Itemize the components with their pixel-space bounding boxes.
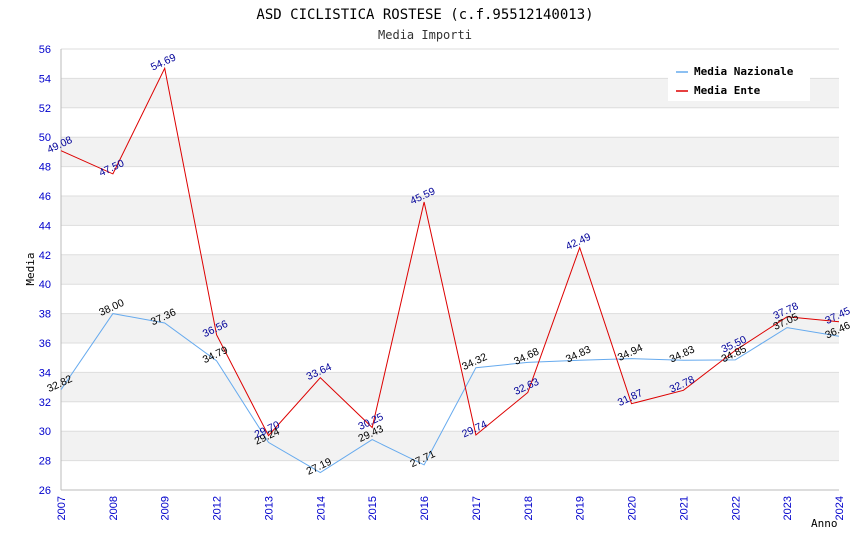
- y-tick-label: 32: [39, 397, 51, 409]
- x-tick-labels: 2007 2008 2009 2012 2013 2014 2015 2016 2017 2018…: [56, 496, 846, 520]
- grid-band: [61, 431, 839, 461]
- data-label: 34.68: [512, 346, 541, 368]
- x-tick-label: 2013: [263, 496, 275, 520]
- data-label: 34.79: [201, 344, 230, 366]
- x-tick-label: 2016: [419, 496, 431, 520]
- grid-bands: [61, 78, 839, 461]
- x-tick-label: 2008: [108, 496, 120, 520]
- y-tick-label: 28: [39, 456, 51, 468]
- x-tick-label: 2022: [730, 496, 742, 520]
- legend-label-ente: Media Ente: [694, 84, 761, 97]
- x-tick-label: 2017: [471, 496, 483, 520]
- y-tick-label: 36: [39, 338, 51, 350]
- data-label: 34.83: [564, 343, 593, 365]
- y-tick-label: 52: [39, 103, 51, 115]
- series-line-ente: [60, 66, 840, 437]
- y-tick-labels: 26 28 30 32 34 36 38 40 42 44 46 48 50 52 54 56: [39, 44, 51, 497]
- x-tick-label: 2014: [315, 496, 327, 520]
- y-tick-label: 42: [39, 250, 51, 262]
- axes: [60, 49, 839, 491]
- y-tick-label: 48: [39, 162, 51, 174]
- x-tick-label: 2012: [212, 496, 224, 520]
- series-lines: [60, 66, 840, 474]
- x-tick-label: 2015: [367, 496, 379, 520]
- y-tick-label: 30: [39, 426, 51, 438]
- y-tick-label: 34: [39, 367, 51, 379]
- y-axis-label: Media: [24, 252, 37, 285]
- data-label: 34.83: [668, 343, 697, 365]
- x-tick-label: 2023: [782, 496, 794, 520]
- y-tick-label: 44: [39, 220, 51, 232]
- legend-label-nazionale: Media Nazionale: [694, 65, 794, 78]
- y-tick-label: 56: [39, 44, 51, 56]
- chart-subtitle: Media Importi: [378, 28, 472, 42]
- grid-band: [61, 137, 839, 167]
- x-tick-label: 2018: [523, 496, 535, 520]
- grid-band: [61, 372, 839, 402]
- grid-band: [61, 196, 839, 226]
- chart-title: ASD CICLISTICA ROSTESE (c.f.95512140013): [256, 7, 593, 23]
- legend: Media Nazionale Media Ente: [668, 60, 810, 101]
- x-tick-label: 2021: [678, 496, 690, 520]
- grid-band: [61, 254, 839, 285]
- y-tick-label: 54: [39, 73, 51, 85]
- x-axis-label: Anno: [811, 517, 838, 530]
- data-label: 34.94: [616, 342, 645, 364]
- y-tick-label: 40: [39, 279, 51, 291]
- x-tick-label: 2007: [56, 496, 68, 520]
- y-tick-label: 38: [39, 309, 51, 321]
- series-line-nazionale: [60, 313, 840, 474]
- x-tick-label: 2019: [575, 496, 587, 520]
- x-tick-label: 2009: [160, 496, 172, 520]
- y-tick-label: 50: [39, 132, 51, 144]
- y-tick-label: 26: [39, 485, 51, 497]
- legend-box: [668, 60, 810, 101]
- x-tick-label: 2024: [834, 496, 846, 520]
- y-tick-label: 46: [39, 191, 51, 203]
- x-tick-label: 2020: [627, 496, 639, 520]
